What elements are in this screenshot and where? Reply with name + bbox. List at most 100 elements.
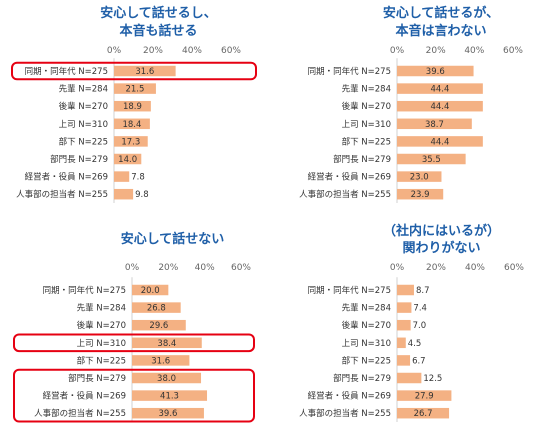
bar	[114, 171, 130, 182]
x-tick-label: 60%	[221, 46, 241, 56]
bar-value-label: 6.7	[412, 356, 426, 366]
chart-svg-1: 安心して話せるし、本音も話せる 0% 20% 40% 60% 同期・同年代 N=275 31…	[11, 5, 257, 203]
x-tick-label: 60%	[503, 46, 523, 56]
bar-value-label: 18.9	[123, 102, 142, 112]
bar	[132, 372, 202, 384]
x-tick-label: 20%	[426, 46, 446, 56]
category-label: 部門長 N=279	[50, 154, 108, 165]
bar-value-label: 12.5	[423, 374, 442, 384]
bar	[397, 153, 466, 165]
bar	[132, 302, 181, 313]
x-tick-label: 40%	[464, 46, 484, 56]
bar	[114, 83, 156, 94]
bar	[397, 319, 411, 331]
chart-panel-3: 安心して話せない 0% 20% 40% 60% 同期・同年代 N=275 20.0 先輩 N=…	[0, 221, 268, 442]
category-label: 経営者・役員 N=269	[25, 172, 108, 183]
bar	[114, 100, 151, 112]
category-label: 上司 N=310	[342, 120, 391, 130]
category-label: 経営者・役員 N=269	[308, 391, 391, 402]
x-tick-label: 0%	[390, 46, 405, 56]
bar-value-label: 41.3	[160, 392, 179, 402]
bar-value-label: 18.4	[122, 120, 141, 130]
x-tick-label: 20%	[158, 263, 178, 273]
category-label: 同期・同年代 N=275	[308, 66, 391, 77]
bar-value-label: 39.6	[159, 409, 178, 419]
category-label: 後輩 N=270	[77, 320, 126, 331]
chart-panel-2: 安心して話せるが、 本音は言わない 0% 20% 40% 60% 同期・同年代 N=275 3…	[268, 0, 536, 221]
bar	[397, 188, 444, 200]
category-label: 人事部の担当者 N=255	[299, 189, 391, 200]
bar-value-label: 20.0	[141, 286, 160, 296]
bar	[132, 407, 204, 419]
category-label: 人事部の担当者 N=255	[16, 189, 108, 200]
category-label: 人事部の担当者 N=255	[34, 408, 126, 419]
bar-value-label: 14.0	[118, 155, 137, 165]
x-tick-label: 0%	[107, 46, 122, 56]
chart-svg-3: 安心して話せない 0% 20% 40% 60% 同期・同年代 N=275 20.0 先輩 N=…	[13, 231, 255, 423]
x-tick-label: 0%	[125, 263, 140, 273]
chart-title-line: （社内にはいるが）	[383, 223, 500, 239]
category-label: 人事部の担当者 N=255	[299, 408, 391, 419]
category-label: 部下 N=225	[77, 355, 126, 366]
chart-title-line: 本音も話せる	[119, 23, 197, 39]
bar-value-label: 44.4	[430, 137, 449, 147]
bar-value-label: 17.3	[121, 137, 140, 147]
bar	[132, 355, 190, 366]
chart-panel-4: （社内にはいるが） 関わりがない 0% 20% 40% 60% 同期・同年代 N=275 8.…	[268, 221, 536, 442]
bar	[397, 65, 474, 77]
category-label: 経営者・役員 N=269	[43, 391, 126, 402]
x-tick-label: 20%	[143, 46, 163, 56]
bar-value-label: 4.5	[408, 339, 422, 349]
bar	[114, 118, 150, 130]
chart-title-line: 関わりがない	[402, 240, 480, 256]
bar-value-label: 21.5	[125, 85, 144, 95]
bar-value-label: 7.0	[413, 321, 427, 331]
bar-value-label: 29.6	[149, 321, 168, 331]
bar-value-label: 39.6	[426, 67, 445, 77]
category-label: 同期・同年代 N=275	[43, 285, 126, 296]
category-label: 同期・同年代 N=275	[25, 66, 108, 77]
chart-title-line: 安心して話せるし、	[100, 5, 217, 21]
category-label: 上司 N=310	[59, 120, 108, 130]
bar	[114, 136, 148, 147]
bar	[397, 407, 450, 419]
bar	[397, 337, 406, 349]
x-tick-label: 40%	[182, 46, 202, 56]
category-label: 部下 N=225	[59, 136, 108, 147]
highlight-box	[11, 61, 257, 81]
x-tick-label: 60%	[504, 263, 524, 273]
bar	[397, 284, 414, 296]
x-tick-label: 20%	[426, 263, 446, 273]
chart-title-line: 安心して話せない	[121, 231, 225, 247]
bar-value-label: 8.7	[416, 286, 430, 296]
bar	[397, 302, 412, 313]
category-label: 部門長 N=279	[333, 154, 391, 165]
bar-value-label: 7.4	[413, 304, 427, 314]
x-tick-label: 40%	[465, 263, 485, 273]
bar-value-label: 31.6	[135, 67, 154, 77]
category-label: 上司 N=310	[342, 339, 391, 349]
category-label: 後輩 N=270	[342, 320, 391, 331]
category-label: 後輩 N=270	[59, 101, 108, 112]
bar	[397, 372, 422, 384]
highlight-box	[13, 333, 255, 353]
category-label: 部下 N=225	[342, 355, 391, 366]
bar	[397, 118, 472, 130]
bar-value-label: 44.4	[430, 102, 449, 112]
bar-value-label: 7.8	[131, 173, 145, 183]
bar	[397, 83, 483, 94]
bar	[132, 390, 208, 401]
bar-value-label: 31.6	[151, 356, 170, 366]
bar-value-label: 9.8	[135, 190, 149, 200]
bar	[114, 65, 176, 77]
category-label: 部下 N=225	[342, 136, 391, 147]
category-label: 上司 N=310	[77, 339, 126, 349]
bar	[397, 136, 483, 147]
bar-value-label: 44.4	[430, 85, 449, 95]
bar	[397, 171, 442, 182]
bar	[397, 100, 483, 112]
category-label: 同期・同年代 N=275	[308, 285, 391, 296]
bar-value-label: 26.7	[414, 409, 433, 419]
bar	[114, 188, 134, 200]
chart-panel-1: 安心して話せるし、 本音も話せる 0% 20% 40% 60% 同期・同年代 N=275 31…	[0, 0, 268, 221]
